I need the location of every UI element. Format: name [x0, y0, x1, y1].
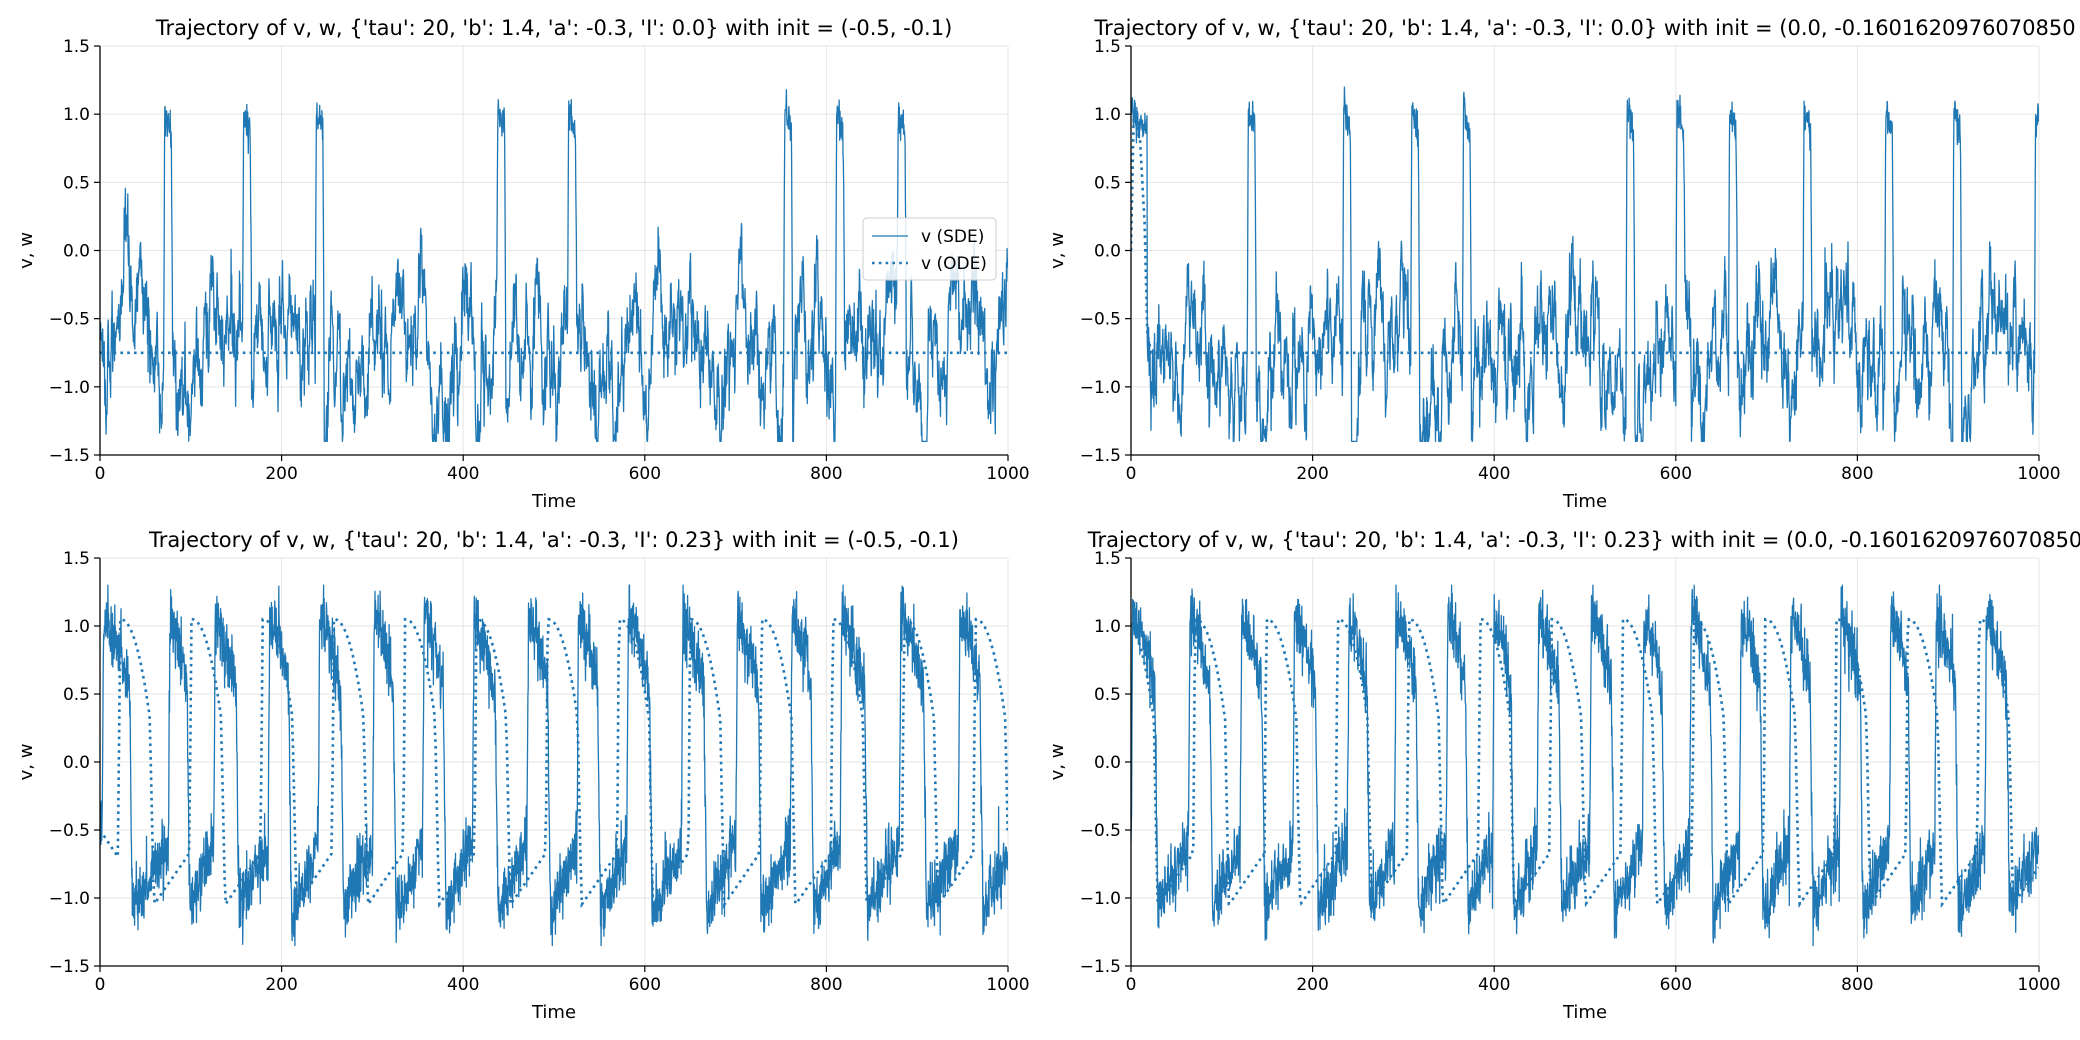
x-tick-label: 400: [447, 975, 479, 995]
chart-title: Trajectory of v, w, {'tau': 20, 'b': 1.4…: [148, 528, 959, 552]
x-tick-label: 0: [95, 464, 106, 484]
y-tick-label: 1.5: [63, 37, 90, 57]
y-tick-label: −1.0: [1080, 378, 1121, 398]
y-tick-label: 1.0: [1094, 105, 1121, 125]
series-line-sde: [1131, 86, 2039, 443]
x-tick-label: 600: [629, 975, 661, 995]
series-line-sde: [100, 89, 1008, 443]
x-tick-label: 1000: [2017, 975, 2060, 995]
y-tick-label: −1.0: [1080, 889, 1121, 909]
y-tick-label: −1.5: [1080, 446, 1121, 466]
y-tick-label: 0.0: [63, 242, 90, 262]
y-tick-label: −0.5: [1080, 310, 1121, 330]
x-tick-label: 400: [1478, 975, 1510, 995]
y-tick-label: −0.5: [49, 310, 90, 330]
y-tick-label: 0.5: [63, 173, 90, 193]
x-tick-label: 0: [1126, 464, 1137, 484]
y-tick-label: 1.5: [1094, 549, 1121, 569]
x-axis-label: Time: [1562, 1002, 1607, 1023]
y-tick-label: 0.0: [63, 753, 90, 773]
y-axis-label: v, w: [1047, 232, 1068, 269]
chart-panel-1: 0 200 400 600 800 1000 −1.5 −1.0 −0.5 0.0 0.5 1.0 1.…: [16, 16, 1030, 512]
chart-title: Trajectory of v, w, {'tau': 20, 'b': 1.4…: [155, 16, 953, 40]
chart-title: Trajectory of v, w, {'tau': 20, 'b': 1.4…: [1093, 16, 2075, 40]
x-axis-label: Time: [1562, 491, 1607, 512]
x-tick-label: 800: [1841, 975, 1873, 995]
x-tick-label: 800: [1841, 464, 1873, 484]
x-tick-label: 400: [1478, 464, 1510, 484]
y-tick-label: 1.5: [63, 549, 90, 569]
x-tick-label: 0: [1126, 975, 1137, 995]
y-tick-label: −1.5: [49, 446, 90, 466]
legend-box: [862, 217, 997, 281]
y-tick-label: −1.0: [49, 378, 90, 398]
x-tick-label: 200: [1296, 464, 1328, 484]
x-tick-label: 1000: [986, 975, 1029, 995]
x-tick-label: 600: [629, 464, 661, 484]
x-axis-label: Time: [531, 491, 576, 512]
legend: v (SDE) v (ODE): [862, 217, 997, 281]
y-tick-label: −0.5: [1080, 821, 1121, 841]
x-tick-label: 600: [1660, 975, 1692, 995]
y-tick-label: −1.5: [1080, 957, 1121, 977]
y-tick-label: 0.0: [1094, 753, 1121, 773]
y-tick-label: 0.5: [1094, 173, 1121, 193]
y-tick-label: −1.5: [49, 957, 90, 977]
chart-panel-3: 0 200 400 600 800 1000 −1.5 −1.0 −0.5 0.0 0.5 1.0 1.…: [16, 528, 1030, 1023]
y-tick-label: 0.5: [63, 685, 90, 705]
y-tick-label: 1.5: [1094, 37, 1121, 57]
series-line-ode: [100, 617, 1008, 909]
y-tick-label: 0.5: [1094, 685, 1121, 705]
x-tick-label: 400: [447, 464, 479, 484]
y-tick-label: 1.0: [1094, 617, 1121, 637]
x-tick-label: 200: [1296, 975, 1328, 995]
y-tick-label: −1.0: [49, 889, 90, 909]
y-axis-label: v, w: [1047, 744, 1068, 781]
series-line-ode: [1131, 617, 2039, 909]
y-axis-label: v, w: [16, 232, 37, 269]
series-line-ode: [1131, 113, 2039, 355]
x-tick-label: 600: [1660, 464, 1692, 484]
chart-panel-4: 0 200 400 600 800 1000 −1.5 −1.0 −0.5 0.0 0.5 1.0 1.…: [1047, 528, 2080, 1023]
chart-panel-2: 0 200 400 600 800 1000 −1.5 −1.0 −0.5 0.0 0.5 1.0 1.…: [1047, 16, 2076, 512]
y-tick-label: 1.0: [63, 617, 90, 637]
series-line-sde: [100, 584, 1008, 947]
x-axis-label: Time: [531, 1002, 576, 1023]
x-tick-label: 200: [265, 975, 297, 995]
chart-title: Trajectory of v, w, {'tau': 20, 'b': 1.4…: [1087, 528, 2080, 552]
y-tick-label: 0.0: [1094, 242, 1121, 262]
x-tick-label: 200: [265, 464, 297, 484]
y-axis-label: v, w: [16, 744, 37, 781]
legend-label: v (ODE): [921, 254, 987, 274]
legend-label: v (SDE): [921, 227, 984, 247]
x-tick-label: 0: [95, 975, 106, 995]
x-tick-label: 800: [810, 464, 842, 484]
y-tick-label: −0.5: [49, 821, 90, 841]
y-tick-label: 1.0: [63, 105, 90, 125]
x-tick-label: 1000: [2017, 464, 2060, 484]
x-tick-label: 1000: [986, 464, 1029, 484]
x-tick-label: 800: [810, 975, 842, 995]
